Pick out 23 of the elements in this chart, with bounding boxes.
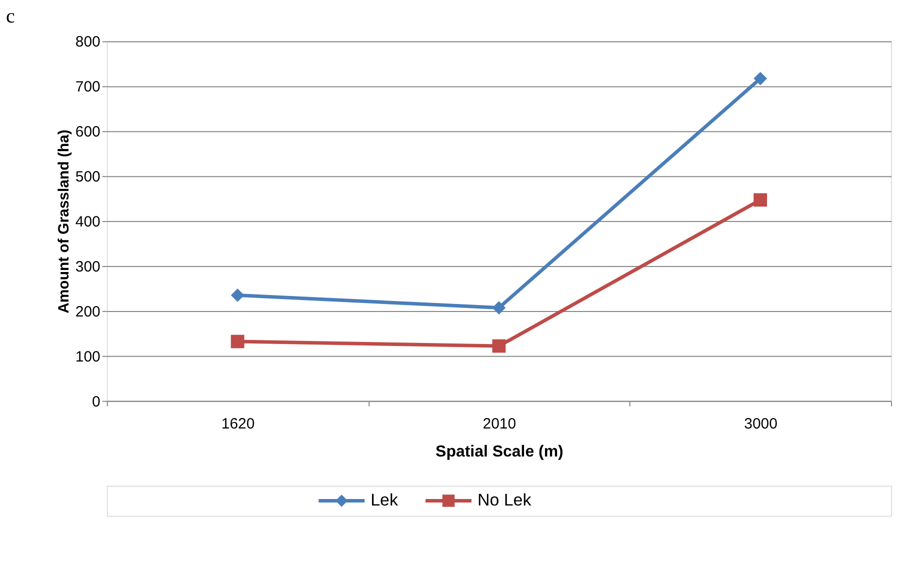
legend-label: No Lek: [477, 490, 532, 510]
x-tick-label: 1620: [221, 415, 255, 432]
chart-title: c: [6, 5, 15, 28]
point: [230, 288, 244, 302]
y-tick-label: 200: [75, 303, 100, 320]
point: [492, 301, 506, 314]
x-axis-title: Spatial Scale (m): [436, 443, 564, 460]
y-tick-label: 800: [75, 34, 100, 51]
point: [230, 334, 244, 348]
y-tick-label: 700: [75, 78, 100, 96]
y-tick-label: 0: [92, 393, 100, 410]
point: [754, 72, 768, 86]
y-tick-label: 300: [75, 258, 100, 276]
y-tick-label: 100: [75, 348, 100, 366]
x-tick-label: 3000: [744, 415, 778, 432]
point: [492, 339, 506, 353]
legend-label: Lek: [370, 490, 398, 510]
x-tick-label: 2010: [482, 415, 516, 432]
point: [754, 193, 768, 207]
y-tick-label: 400: [75, 214, 100, 231]
y-tick-label: 600: [75, 124, 100, 141]
y-tick-label: 500: [75, 168, 100, 186]
y-axis-title: Amount of Grassland (ha): [55, 130, 72, 314]
